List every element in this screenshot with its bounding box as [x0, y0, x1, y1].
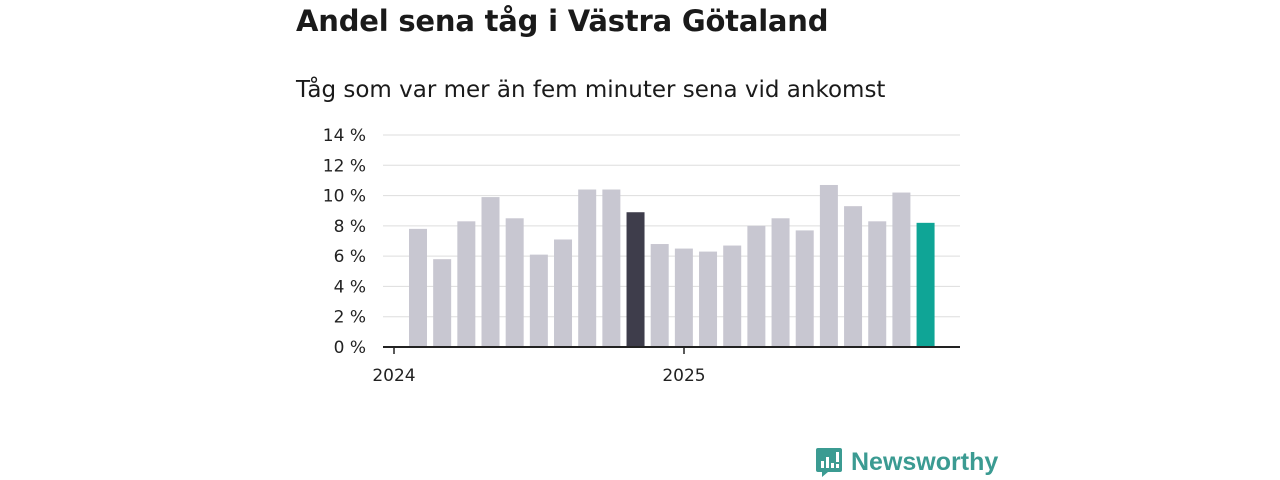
brand-name: Newsworthy — [851, 447, 999, 476]
bar — [529, 254, 548, 347]
bar — [578, 189, 597, 347]
y-tick-label: 12 % — [323, 156, 366, 176]
bar — [481, 197, 500, 347]
bar — [626, 212, 645, 347]
y-tick-label: 10 % — [323, 187, 366, 207]
newsworthy-logo-icon — [816, 448, 842, 477]
x-tick-label: 2025 — [662, 366, 705, 386]
bar — [674, 248, 693, 347]
bar — [699, 251, 718, 347]
bar — [892, 192, 911, 347]
bar — [723, 245, 742, 347]
bar — [554, 239, 573, 347]
y-tick-label: 2 % — [334, 308, 366, 328]
bar — [771, 218, 790, 347]
bar — [844, 206, 863, 347]
x-tick-label: 2024 — [372, 366, 415, 386]
bar — [650, 244, 669, 347]
bar — [409, 228, 427, 347]
bar — [795, 230, 814, 347]
y-tick-label: 8 % — [334, 217, 366, 237]
bar — [457, 221, 476, 347]
y-tick-label: 14 % — [323, 126, 366, 146]
bar — [505, 218, 524, 347]
brand-logo: Newsworthy — [815, 446, 998, 478]
y-tick-label: 6 % — [334, 247, 366, 267]
bar — [433, 259, 452, 347]
y-tick-label: 0 % — [334, 338, 366, 358]
bar-chart: 0 % 2 % 4 % 6 % 8 % 10 % 12 % 14 % 2024 2025 — [323, 126, 960, 386]
bar — [868, 221, 887, 347]
bar — [819, 184, 838, 347]
bar — [916, 222, 935, 347]
chart-title: Andel sena tåg i Västra Götaland — [296, 4, 829, 38]
y-tick-label: 4 % — [334, 277, 366, 297]
bar — [747, 225, 766, 347]
chart-subtitle: Tåg som var mer än fem minuter sena vid … — [296, 77, 886, 103]
bar — [602, 189, 621, 347]
